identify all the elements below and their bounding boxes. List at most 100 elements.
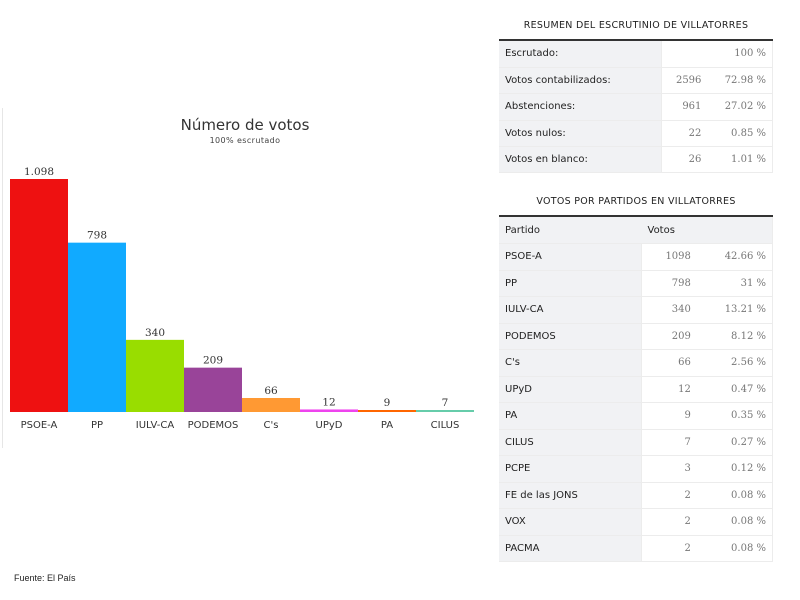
- party-name: UPyD: [499, 376, 642, 403]
- summary-value: [661, 41, 708, 68]
- summary-label: Escrutado:: [499, 41, 662, 68]
- chart-title: Número de votos: [180, 116, 310, 134]
- bar-upyd: [300, 409, 358, 412]
- bar-c-s: [242, 397, 300, 412]
- party-pct: 31 %: [696, 270, 773, 297]
- parties-title: VOTOS POR PARTIDOS EN VILLATORRES: [499, 196, 773, 217]
- parties-panel: VOTOS POR PARTIDOS EN VILLATORRES Partid…: [499, 196, 773, 562]
- party-name: PACMA: [499, 535, 642, 562]
- party-votes: 1098: [640, 243, 697, 271]
- party-pct: 0.47 %: [696, 376, 773, 403]
- vote-chart: Número de votos 100% escrutado 1.098 PSOE…: [0, 108, 490, 458]
- bar-value-label: 798: [87, 230, 107, 242]
- x-tick-label: PODEMOS: [188, 420, 239, 431]
- x-tick-label: PSOE-A: [21, 420, 58, 431]
- x-tick-label: IULV-CA: [136, 420, 175, 431]
- chart-subtitle: 100% escrutado: [209, 136, 281, 145]
- bar-value-label: 9: [384, 397, 391, 409]
- party-name: VOX: [499, 508, 642, 536]
- summary-value: 961: [661, 93, 708, 121]
- party-row: PODEMOS 209 8.12 %: [499, 323, 773, 350]
- party-pct: 13.21 %: [696, 296, 773, 324]
- parties-header-row: Partido Votos: [499, 217, 773, 244]
- bar-iulv-ca: [126, 339, 184, 412]
- summary-value: 22: [661, 120, 708, 148]
- chart-frame-line: [2, 108, 3, 448]
- party-name: PSOE-A: [499, 243, 642, 271]
- summary-pct: 0.85 %: [707, 120, 773, 148]
- party-pct: 2.56 %: [696, 349, 773, 377]
- summary-label: Votos nulos:: [499, 120, 662, 148]
- party-name: FE de las JONS: [499, 482, 642, 509]
- party-votes: 2: [640, 535, 697, 562]
- summary-pct: 1.01 %: [707, 146, 773, 174]
- party-name: PA: [499, 402, 642, 430]
- party-votes: 66: [640, 349, 697, 377]
- summary-label: Votos contabilizados:: [499, 67, 662, 95]
- summary-row: Escrutado: 100 %: [499, 41, 773, 68]
- summary-label: Votos en blanco:: [499, 146, 662, 174]
- bar-value-label: 1.098: [24, 166, 54, 178]
- bar-value-label: 66: [264, 385, 278, 397]
- party-row: VOX 2 0.08 %: [499, 508, 773, 536]
- party-row: PA 9 0.35 %: [499, 402, 773, 430]
- summary-value: 2596: [661, 67, 708, 95]
- source-note: Fuente: El País: [14, 573, 76, 583]
- bar-pa: [358, 410, 416, 412]
- party-pct: 0.08 %: [696, 508, 773, 536]
- party-pct: 0.27 %: [696, 429, 773, 456]
- party-row: UPyD 12 0.47 %: [499, 376, 773, 403]
- party-row: CILUS 7 0.27 %: [499, 429, 773, 456]
- summary-table: Escrutado: 100 % Votos contabilizados: 2596…: [499, 41, 773, 174]
- summary-row: Votos nulos: 22 0.85 %: [499, 120, 773, 148]
- party-votes: 2: [640, 482, 697, 509]
- summary-row: Votos en blanco: 26 1.01 %: [499, 146, 773, 174]
- party-votes: 7: [640, 429, 697, 456]
- x-tick-label: PA: [381, 420, 393, 431]
- parties-table: Partido Votos PSOE-A 1098 42.66 % PP 798 31 %…: [499, 217, 773, 562]
- party-votes: 2: [640, 508, 697, 536]
- party-pct: 0.12 %: [696, 455, 773, 483]
- party-pct: 42.66 %: [696, 243, 773, 271]
- bar-value-label: 12: [322, 396, 335, 408]
- party-pct: 8.12 %: [696, 323, 773, 350]
- bar-pp: [68, 242, 126, 412]
- header-party: Partido: [499, 217, 642, 244]
- party-votes: 209: [640, 323, 697, 350]
- party-votes: 340: [640, 296, 697, 324]
- party-votes: 798: [640, 270, 697, 297]
- party-row: IULV-CA 340 13.21 %: [499, 296, 773, 324]
- summary-title: RESUMEN DEL ESCRUTINIO DE VILLATORRES: [499, 20, 773, 41]
- party-name: PP: [499, 270, 642, 297]
- summary-value: 26: [661, 146, 708, 174]
- bar-cilus: [416, 410, 474, 412]
- party-votes: 12: [640, 376, 697, 403]
- party-name: PODEMOS: [499, 323, 642, 350]
- party-name: CILUS: [499, 429, 642, 456]
- party-row: PACMA 2 0.08 %: [499, 535, 773, 562]
- party-row: PSOE-A 1098 42.66 %: [499, 243, 773, 271]
- summary-label: Abstenciones:: [499, 93, 662, 121]
- party-row: C's 66 2.56 %: [499, 349, 773, 377]
- summary-pct: 27.02 %: [707, 93, 773, 121]
- chart-plot: 1.098 PSOE-A 798 PP 340 IULV-CA 209 PODEMOS 66 C'…: [10, 166, 474, 431]
- header-pct: [696, 217, 773, 244]
- summary-panel: RESUMEN DEL ESCRUTINIO DE VILLATORRES Es…: [499, 20, 773, 174]
- x-tick-label: C's: [264, 420, 279, 431]
- bar-value-label: 209: [203, 355, 223, 367]
- party-row: PP 798 31 %: [499, 270, 773, 297]
- party-pct: 0.08 %: [696, 535, 773, 562]
- party-name: IULV-CA: [499, 296, 642, 324]
- bar-value-label: 340: [145, 327, 165, 339]
- x-tick-label: CILUS: [431, 420, 460, 431]
- bar-psoe-a: [10, 179, 68, 412]
- party-row: FE de las JONS 2 0.08 %: [499, 482, 773, 509]
- party-name: PCPE: [499, 455, 642, 483]
- summary-pct: 100 %: [707, 41, 773, 68]
- summary-pct: 72.98 %: [707, 67, 773, 95]
- bar-value-label: 7: [442, 397, 449, 409]
- party-row: PCPE 3 0.12 %: [499, 455, 773, 483]
- x-tick-label: UPyD: [316, 420, 343, 431]
- party-pct: 0.35 %: [696, 402, 773, 430]
- bar-podemos: [184, 367, 242, 412]
